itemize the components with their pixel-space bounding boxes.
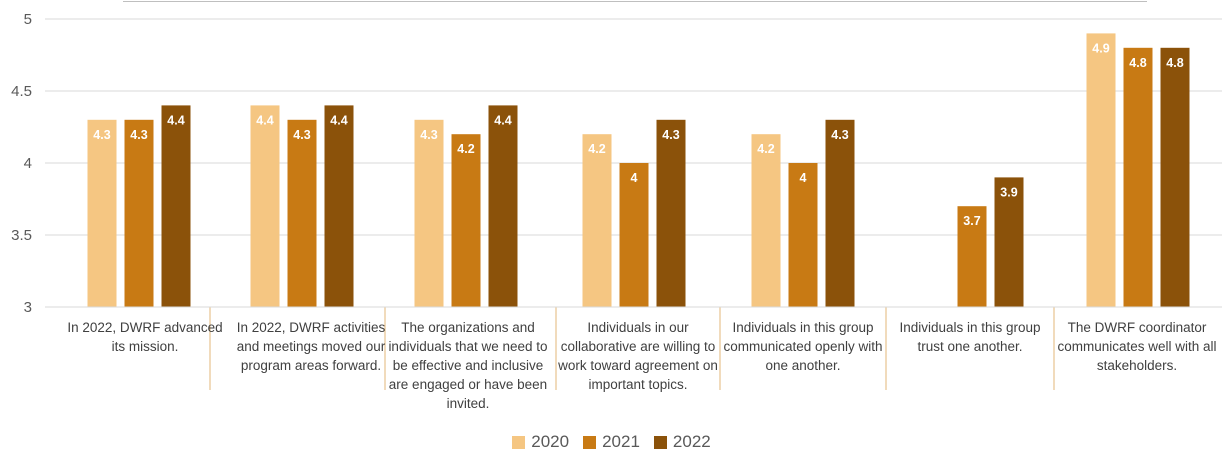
- legend-item-2021: 2021: [583, 432, 640, 452]
- category-label-6: Individuals in this group trust one anot…: [899, 320, 1041, 354]
- data-label-2020-cat2: 4.4: [256, 113, 273, 127]
- y-tick-label-4-5: 4.5: [11, 83, 32, 100]
- bar-2020-cat3: [414, 119, 444, 307]
- y-tick-label-3: 3: [24, 299, 32, 316]
- data-label-2022-cat3: 4.4: [494, 113, 511, 127]
- legend-swatch-2021: [583, 435, 597, 449]
- category-label-1: In 2022, DWRF advanced its mission.: [67, 320, 223, 354]
- legend-item-2020: 2020: [512, 432, 569, 452]
- y-tick-label-5: 5: [24, 11, 32, 28]
- data-label-2022-cat1: 4.4: [167, 113, 184, 127]
- bar-2021-cat3: [451, 134, 481, 307]
- category-label-3: The organizations and individuals that w…: [388, 320, 548, 411]
- legend-swatch-2020: [512, 435, 526, 449]
- legend-item-2022: 2022: [653, 432, 711, 452]
- data-label-2021-cat4: 4: [631, 171, 638, 185]
- bar-2021-cat1: [124, 119, 154, 307]
- y-tick-label-3-5: 3.5: [11, 227, 32, 244]
- bar-2021-cat4: [619, 163, 649, 307]
- legend-swatch-2022: [653, 435, 667, 449]
- bar-2021-cat6: [957, 206, 987, 307]
- data-label-2020-cat5: 4.2: [757, 142, 774, 156]
- data-label-2021-cat2: 4.3: [293, 128, 310, 142]
- bar-2021-cat7: [1123, 47, 1153, 308]
- data-label-2021-cat1: 4.3: [130, 128, 147, 142]
- data-label-2021-cat3: 4.2: [457, 142, 474, 156]
- bar-2020-cat1: [87, 119, 117, 307]
- data-label-2022-cat6: 3.9: [1000, 185, 1017, 199]
- data-label-2020-cat3: 4.3: [420, 128, 437, 142]
- data-label-2020-cat1: 4.3: [93, 128, 110, 142]
- legend-label-2022: 2022: [672, 432, 711, 451]
- bar-2022-cat3: [488, 105, 518, 308]
- bar-2022-cat1: [161, 105, 191, 308]
- bar-2022-cat6: [994, 177, 1024, 307]
- category-label-5: Individuals in this group communicated o…: [723, 320, 883, 373]
- data-label-2021-cat5: 4: [800, 171, 807, 185]
- data-label-2022-cat2: 4.4: [330, 113, 347, 127]
- data-label-2020-cat4: 4.2: [588, 142, 605, 156]
- bar-2020-cat4: [582, 134, 612, 307]
- chart-legend: 2020 2021 2022: [0, 432, 1223, 452]
- bar-2020-cat5: [751, 134, 781, 307]
- data-label-2021-cat6: 3.7: [963, 214, 980, 228]
- category-label-2: In 2022, DWRF activities and meetings mo…: [236, 320, 386, 373]
- bar-2022-cat7: [1160, 47, 1190, 308]
- bar-2022-cat4: [656, 119, 686, 307]
- data-label-2022-cat5: 4.3: [831, 128, 848, 142]
- legend-label-2020: 2020: [531, 432, 570, 451]
- bar-2020-cat2: [250, 105, 280, 308]
- bar-2021-cat2: [287, 119, 317, 307]
- data-label-2021-cat7: 4.8: [1129, 56, 1146, 70]
- category-label-7: The DWRF coordinator communicates well w…: [1057, 320, 1217, 373]
- data-label-2022-cat7: 4.8: [1166, 56, 1183, 70]
- legend-label-2021: 2021: [602, 432, 640, 451]
- category-label-4: Individuals in our collaborative are wil…: [558, 320, 718, 392]
- y-tick-label-4: 4: [24, 155, 32, 172]
- bar-2022-cat5: [825, 119, 855, 307]
- data-label-2020-cat7: 4.9: [1092, 41, 1109, 55]
- bar-2020-cat7: [1086, 33, 1116, 308]
- bar-2021-cat5: [788, 163, 818, 307]
- data-label-2022-cat4: 4.3: [662, 128, 679, 142]
- bar-2022-cat2: [324, 105, 354, 308]
